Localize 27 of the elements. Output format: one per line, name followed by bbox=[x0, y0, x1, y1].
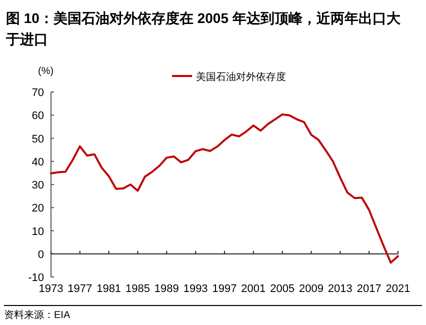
y-tick-label: 50 bbox=[32, 133, 44, 146]
y-tick-label: 0 bbox=[38, 248, 44, 261]
x-tick-label: 2009 bbox=[299, 283, 324, 295]
x-tick-label: 2021 bbox=[386, 283, 410, 295]
chart-title: 图 10：美国石油对外依存度在 2005 年达到顶峰，近两年出口大于进口 bbox=[6, 9, 402, 49]
x-tick-label: 1977 bbox=[68, 283, 92, 295]
legend-label: 美国石油对外依存度 bbox=[196, 71, 286, 83]
y-tick-label: 40 bbox=[32, 156, 44, 168]
y-tick-label: -10 bbox=[28, 272, 44, 284]
x-tick-label: 1981 bbox=[96, 283, 122, 295]
y-axis-title: (%) bbox=[38, 66, 54, 77]
x-tick-label: 2001 bbox=[241, 283, 266, 295]
line-series bbox=[50, 113, 399, 264]
x-tick-label: 2013 bbox=[328, 283, 352, 295]
x-tick-label: 1973 bbox=[38, 283, 64, 295]
y-tick-label: 10 bbox=[32, 226, 44, 238]
y-tick-label: 60 bbox=[32, 110, 44, 122]
text: 资料来源：EIA bbox=[4, 305, 422, 322]
x-tick-label: 2017 bbox=[356, 283, 382, 295]
y-tick-label: 70 bbox=[32, 87, 44, 99]
x-tick-label: 1985 bbox=[126, 283, 150, 295]
x-tick-label: 1997 bbox=[212, 283, 237, 295]
x-tick-label: 1989 bbox=[154, 283, 179, 295]
x-tick-label: 2005 bbox=[270, 283, 295, 295]
x-tick-label: 1993 bbox=[183, 283, 208, 295]
y-tick-label: 30 bbox=[32, 180, 44, 192]
y-tick-label: 20 bbox=[32, 202, 44, 215]
